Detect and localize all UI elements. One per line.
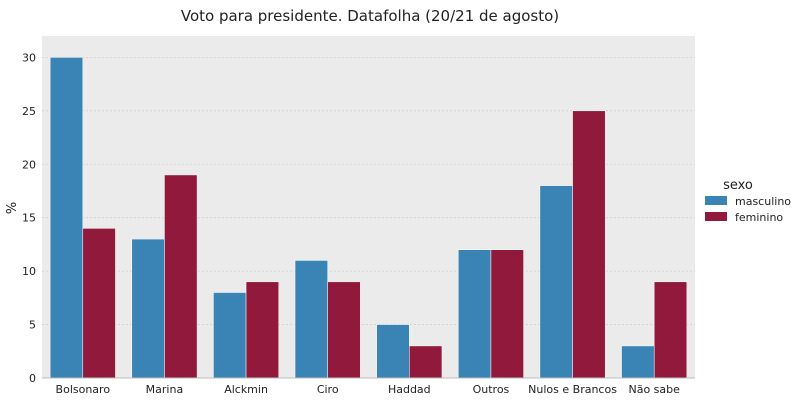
bar-masculino	[376, 324, 410, 379]
x-tick-label: Não sabe	[628, 383, 680, 396]
bar-masculino	[458, 249, 492, 379]
legend-title: sexo	[723, 178, 753, 193]
bar-feminino	[653, 281, 688, 379]
y-axis-label: %	[5, 202, 20, 214]
legend-swatch-masculino	[705, 196, 727, 205]
x-tick-label: Bolsonaro	[56, 383, 111, 396]
bar-feminino	[572, 110, 606, 379]
bar-masculino	[539, 185, 573, 379]
x-tick-label: Haddad	[388, 383, 431, 396]
bar-feminino	[490, 249, 524, 379]
y-tick-label: 10	[22, 265, 36, 278]
legend-swatch-feminino	[705, 212, 727, 221]
legend-label-masculino: masculino	[735, 195, 791, 208]
y-tick-label: 25	[22, 105, 36, 118]
axes: 0 5 10 15 20 25 30 Bolsonaro Marina Alckmin Ciro Ha…	[22, 51, 695, 396]
y-tick-label: 15	[22, 212, 36, 225]
bar-feminino	[245, 281, 279, 379]
legend: sexo masculino feminino	[705, 178, 791, 224]
x-tick-label: Outros	[473, 383, 510, 396]
bar-masculino	[621, 345, 655, 379]
bar-masculino	[213, 292, 247, 379]
bar-feminino	[409, 345, 443, 379]
bars	[49, 57, 688, 379]
x-tick-label: Marina	[146, 383, 184, 396]
x-tick-label: Alckmin	[224, 383, 268, 396]
y-tick-label: 30	[22, 51, 36, 64]
bar-masculino	[49, 57, 84, 379]
legend-label-feminino: feminino	[735, 211, 783, 224]
x-tick-label: Ciro	[317, 383, 339, 396]
y-tick-label: 20	[22, 158, 36, 171]
chart-title: Voto para presidente. Datafolha (20/21 d…	[181, 7, 559, 25]
bar-feminino	[82, 228, 116, 379]
x-tick-label: Nulos e Brancos	[528, 383, 617, 396]
bar-feminino	[164, 174, 198, 379]
y-tick-label: 0	[29, 372, 36, 385]
bar-masculino	[131, 238, 165, 379]
bar-masculino	[294, 260, 328, 379]
y-tick-label: 5	[29, 319, 36, 332]
bar-feminino	[327, 281, 361, 379]
